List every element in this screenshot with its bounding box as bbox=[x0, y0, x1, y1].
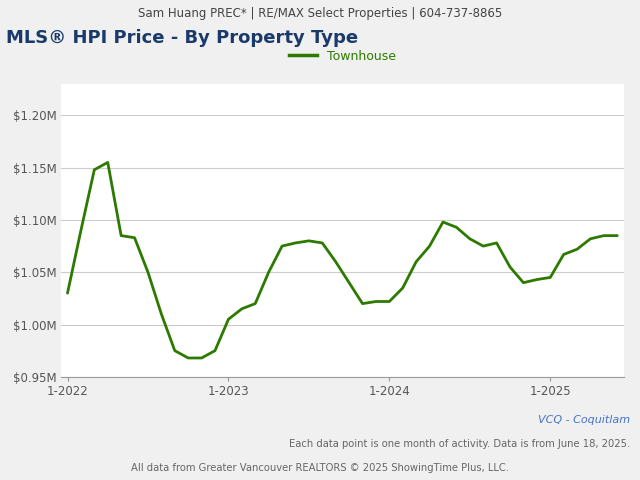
Legend: Townhouse: Townhouse bbox=[284, 45, 401, 68]
Text: All data from Greater Vancouver REALTORS © 2025 ShowingTime Plus, LLC.: All data from Greater Vancouver REALTORS… bbox=[131, 463, 509, 473]
Text: MLS® HPI Price - By Property Type: MLS® HPI Price - By Property Type bbox=[6, 29, 358, 47]
Text: Each data point is one month of activity. Data is from June 18, 2025.: Each data point is one month of activity… bbox=[289, 439, 630, 449]
Text: VCQ - Coquitlam: VCQ - Coquitlam bbox=[538, 415, 630, 425]
Text: Sam Huang PREC* | RE/MAX Select Properties | 604-737-8865: Sam Huang PREC* | RE/MAX Select Properti… bbox=[138, 7, 502, 20]
